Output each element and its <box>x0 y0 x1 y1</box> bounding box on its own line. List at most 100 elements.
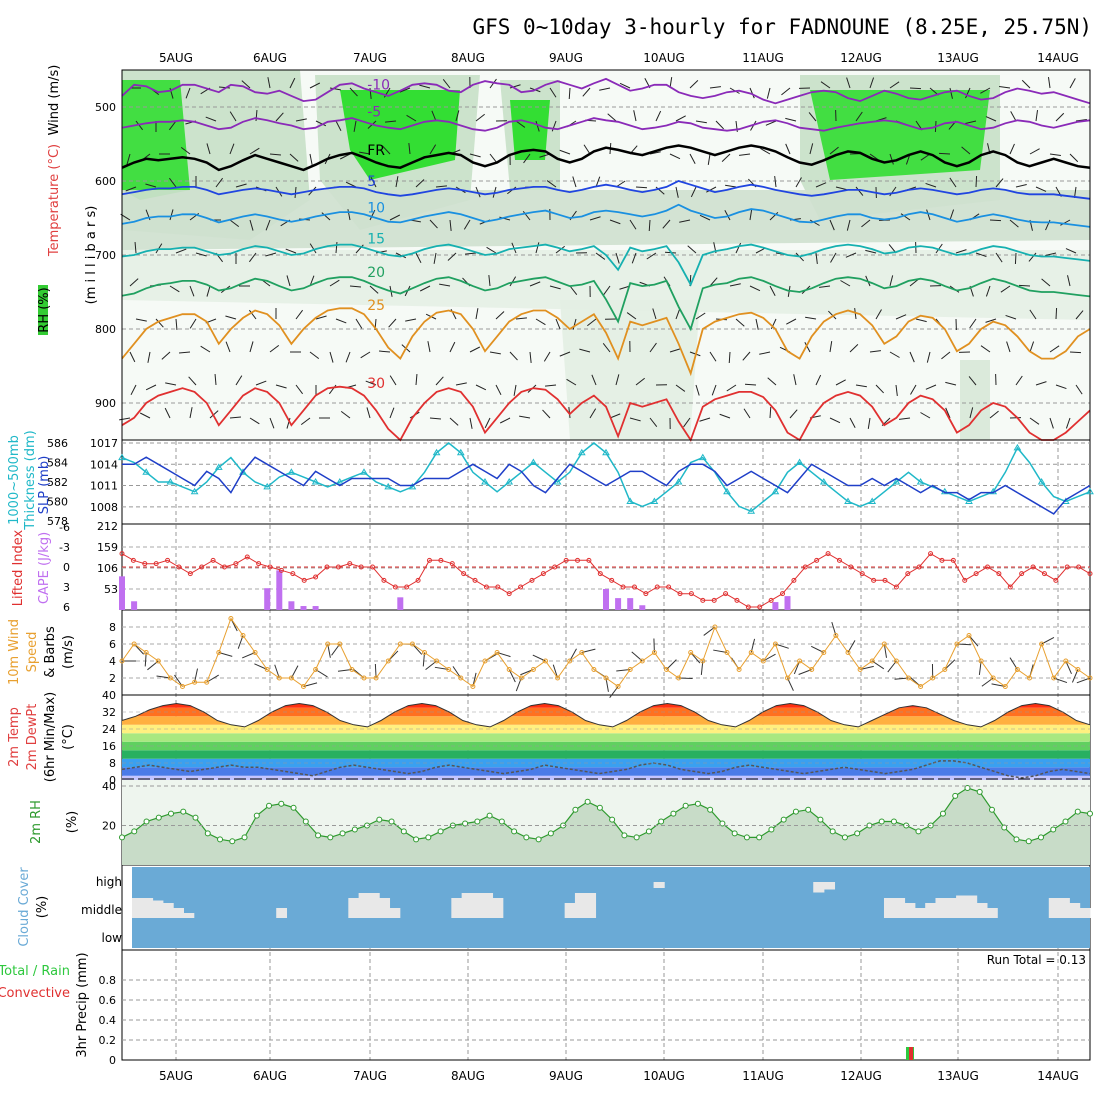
date-label-top-4: 9AUG <box>549 51 583 65</box>
lifted-index-point <box>290 571 296 577</box>
lifted-index-point <box>825 551 831 557</box>
wind-barb <box>206 143 211 155</box>
wind-speed-point <box>591 667 597 672</box>
date-label-top-6: 11AUG <box>742 51 784 65</box>
wind-speed-point <box>978 658 984 664</box>
date-label-bottom-2: 7AUG <box>353 1069 387 1083</box>
wind-barb <box>999 85 1011 89</box>
wind-barb <box>729 283 741 287</box>
wind-barb <box>195 252 207 257</box>
wind-barb <box>435 185 447 188</box>
wind-barb <box>406 114 417 122</box>
wind-barb <box>431 110 437 122</box>
wind-barb <box>669 348 681 353</box>
lifted-index-point <box>893 584 899 590</box>
wind-speed-point <box>131 641 137 647</box>
wind-barb <box>209 410 219 419</box>
date-label-bottom-6: 11AUG <box>742 1069 784 1083</box>
thickness-marker <box>190 487 199 495</box>
wind-barb <box>200 345 211 353</box>
lifted-index-point <box>426 557 432 563</box>
wind-barb <box>744 383 757 386</box>
wind-barb <box>595 252 606 260</box>
rh-point <box>976 788 983 795</box>
wind-barb <box>359 151 371 155</box>
lifted-index-point <box>757 604 763 610</box>
wind-barb <box>895 384 898 396</box>
wind-barb <box>129 351 136 363</box>
wind-barb <box>626 312 637 320</box>
rh-point <box>792 808 799 815</box>
chart-title: GFS 0~10day 3-hourly for FADNOUNE (8.25E… <box>472 15 1092 39</box>
wind-barb <box>229 416 242 419</box>
isotherm-label-FR: FR <box>367 143 385 159</box>
wind-barb <box>1000 285 1011 293</box>
wind-barb <box>241 80 251 89</box>
wind-barb <box>845 252 857 258</box>
wind-speed-point <box>409 641 415 647</box>
isotherm-label--10: -10 <box>367 78 390 94</box>
lifted-index-point <box>244 554 250 560</box>
wind-barb <box>369 209 376 221</box>
rh-shade-7 <box>810 90 990 180</box>
wind-barb <box>529 351 532 363</box>
wind-barb <box>749 285 761 292</box>
lifted-index-point <box>791 577 797 583</box>
wind-barb <box>545 384 557 387</box>
wind-barb <box>865 249 877 254</box>
precip-ylabel-c: Convective <box>0 986 70 1001</box>
lifted-tick-3: 3 <box>63 581 70 594</box>
wind-barb <box>985 285 991 297</box>
cloud-middle-75 <box>904 903 916 918</box>
thickness-marker <box>723 487 731 495</box>
slp-tick-1: 1011 <box>90 480 118 493</box>
wind-speed-point <box>833 633 839 638</box>
thickness-marker <box>747 507 756 514</box>
wind-barb <box>495 311 505 320</box>
wind-barb <box>206 285 211 297</box>
wind-barb <box>126 153 131 165</box>
wind-barb <box>699 214 711 221</box>
date-label-bottom-5: 10AUG <box>643 1069 685 1083</box>
thick-ylabel-b: Thickness (dm) <box>23 430 38 530</box>
wind-barb <box>269 153 282 156</box>
wind-barb <box>835 379 846 386</box>
wind-barb <box>909 87 922 90</box>
wind-barb <box>347 209 351 221</box>
wind-barb <box>583 144 591 155</box>
temp-tick-5: 40 <box>102 689 116 702</box>
rh-point <box>964 784 971 791</box>
lifted-tick-2: 0 <box>63 561 70 574</box>
lifted-index-point <box>575 557 581 563</box>
temp-tick-1: 8 <box>109 757 116 770</box>
thickness-marker <box>1013 443 1022 451</box>
wind-barb <box>385 120 397 123</box>
wind-barb <box>408 143 411 155</box>
lifted-index-point <box>848 564 854 570</box>
rh-point <box>253 812 260 819</box>
wind-barb <box>631 252 637 264</box>
wind-barb <box>938 152 951 155</box>
wind-speed-point <box>325 641 331 647</box>
wind-barb <box>1015 184 1027 188</box>
wind-barb <box>965 87 971 99</box>
slp-tick-0: 1008 <box>90 501 118 514</box>
rh-tick-0: 20 <box>102 820 116 833</box>
wind-barb <box>168 120 177 131</box>
wind-barb <box>355 244 364 254</box>
wind-barb <box>649 151 661 155</box>
rh-point <box>204 830 211 837</box>
panel-frame-pr <box>121 949 1091 1061</box>
date-label-top-3: 8AUG <box>451 51 485 65</box>
wind-barb <box>609 413 621 419</box>
temp-band-0 <box>122 775 1090 780</box>
wind-barb <box>649 417 658 427</box>
cloud-middle-76 <box>914 908 926 918</box>
wind-speed-point <box>772 641 778 647</box>
rh-point <box>768 826 775 833</box>
wind-barb <box>995 178 1004 188</box>
wind-barb <box>509 276 517 287</box>
rh-point <box>890 818 897 825</box>
wind-barb <box>475 186 481 198</box>
wind-tick-2: 6 <box>109 638 116 651</box>
